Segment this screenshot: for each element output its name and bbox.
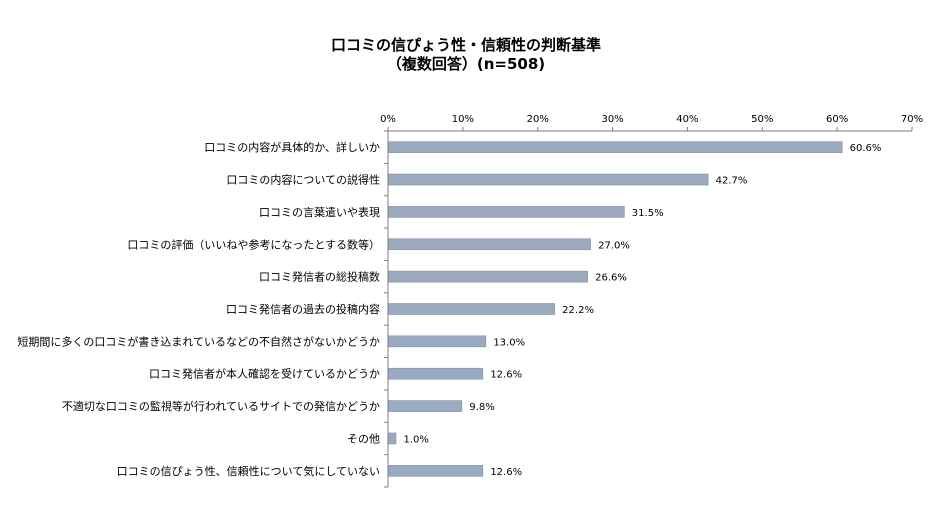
x-tick-label: 30%: [601, 114, 623, 125]
bar: [388, 367, 484, 380]
data-label: 13.0%: [493, 337, 525, 348]
data-label: 60.6%: [850, 143, 882, 154]
bar: [388, 400, 463, 412]
category-label: 口コミ発信者が本人確認を受けているかどうか: [149, 367, 380, 381]
data-label: 27.0%: [598, 240, 630, 251]
bar: [388, 173, 709, 186]
category-label: 口コミの内容についての説得性: [226, 173, 380, 187]
chart-title: 口コミの信ぴょう性・信頼性の判断基準: [330, 36, 601, 54]
data-label: 42.7%: [716, 176, 748, 187]
x-tick-label: 10%: [452, 114, 474, 125]
bar: [388, 303, 555, 315]
category-label: 短期間に多くの口コミが書き込まれているなどの不自然さがないかどうか: [17, 334, 380, 348]
data-label: 22.2%: [562, 305, 594, 316]
chart-subtitle: （複数回答）(n=508): [386, 55, 546, 73]
category-label: 不適切な口コミの監視等が行われているサイトでの発信かどうか: [62, 399, 380, 413]
x-tick-label: 20%: [527, 114, 549, 125]
category-label: 口コミの内容が具体的か、詳しいか: [204, 140, 380, 154]
x-tick-label: 60%: [826, 114, 848, 125]
x-tick-label: 40%: [676, 114, 698, 125]
x-tick-label: 50%: [751, 114, 773, 125]
category-label: 口コミ発信者の過去の投稿内容: [226, 302, 380, 316]
data-label: 12.6%: [490, 467, 522, 478]
bar: [388, 238, 591, 251]
x-tick-label: 0%: [380, 114, 396, 125]
category-label: 口コミの信ぴょう性、信頼性について気にしていない: [117, 464, 380, 478]
bar: [388, 335, 487, 348]
category-label: 口コミ発信者の総投稿数: [259, 270, 380, 284]
bar: [388, 141, 843, 153]
category-label: 口コミの評価（いいねや参考になったとする数等）: [127, 237, 380, 251]
bar: [388, 270, 588, 283]
data-label: 9.8%: [469, 402, 494, 413]
bar: [388, 432, 397, 445]
bar: [388, 206, 625, 218]
x-tick-label: 70%: [901, 114, 923, 125]
data-label: 12.6%: [490, 370, 522, 381]
category-label: その他: [347, 432, 380, 445]
category-label: 口コミの言葉遣いや表現: [259, 205, 380, 219]
data-label: 1.0%: [403, 434, 428, 445]
data-label: 31.5%: [632, 208, 664, 219]
data-label: 26.6%: [595, 273, 627, 284]
bar: [388, 465, 484, 477]
